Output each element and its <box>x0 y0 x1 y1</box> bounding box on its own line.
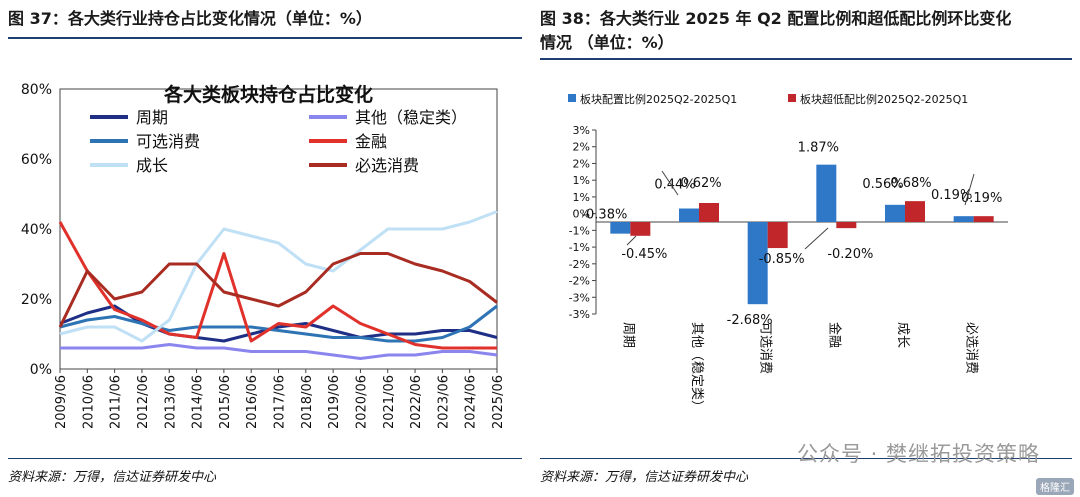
y-tick-label: 20% <box>21 292 52 308</box>
legend-label: 成长 <box>136 156 168 175</box>
data-label: 1.87% <box>798 141 839 156</box>
x-tick-label: 2011/06 <box>109 375 124 429</box>
legend-label: 板块配置比例2025Q2-2025Q1 <box>580 92 737 106</box>
y-tick-label: 0% <box>573 208 590 221</box>
y-tick-label: 2% <box>573 157 590 170</box>
category-label: 周期 <box>620 322 635 348</box>
watermark-text: 公众号 · 樊继拓投资策略 <box>796 442 1040 466</box>
legend-label: 金融 <box>355 132 387 151</box>
bar <box>816 164 837 222</box>
bar <box>679 208 699 222</box>
y-tick-label: 40% <box>21 222 52 238</box>
line-chart: 0% 20% 40% 60% 80% 2009/06 2010/06 2011/06 2012/… <box>21 82 506 429</box>
left-source-rule <box>8 458 522 459</box>
series-line-5 <box>59 210 498 343</box>
x-tick-label: 2018/06 <box>300 375 315 429</box>
x-tick-label: 2025/06 <box>491 375 506 429</box>
data-label: -0.38% <box>581 208 627 223</box>
x-tick-label: 2016/06 <box>245 375 260 429</box>
series-line-4 <box>58 221 497 350</box>
x-tick-label: 2019/06 <box>327 375 342 429</box>
legend-swatch <box>568 94 576 102</box>
x-tick-label: 2009/06 <box>54 375 69 429</box>
x-tick-label: 2015/06 <box>218 375 233 429</box>
x-tick-label: 2020/06 <box>354 375 369 429</box>
legend-label: 其他（稳定类） <box>355 108 467 127</box>
right-source-text: 资料来源：万得，信达证券研发中心 <box>540 470 749 485</box>
bar-chart-panel: 3% 2% 2% 1% 1% 0% -1% -1% -2% -2% -3% -3% 板块配置比例2025… <box>540 62 1070 456</box>
y-tick-label: 60% <box>21 152 52 168</box>
right-title-rule <box>540 58 1072 60</box>
data-label: -0.45% <box>621 247 667 262</box>
y-tick-label: 2% <box>573 141 590 154</box>
y-tick-label: -3% <box>569 291 590 304</box>
legend-label: 可选消费 <box>136 132 200 151</box>
bar <box>973 216 994 222</box>
bar <box>630 222 651 236</box>
x-tick-label: 2017/06 <box>273 375 288 429</box>
y-tick-label: 0% <box>30 362 52 378</box>
corner-badge: 格隆汇 <box>1036 478 1074 495</box>
bar <box>747 222 768 305</box>
bar <box>905 201 925 222</box>
x-tick-label: 2012/06 <box>136 375 151 429</box>
bar <box>699 202 719 222</box>
bar <box>885 204 905 222</box>
category-label: 其他（稳定类） <box>689 322 705 413</box>
series-line-2 <box>60 343 498 360</box>
x-tick-label: 2021/06 <box>382 375 397 429</box>
category-label: 金融 <box>826 322 842 348</box>
leader-line <box>804 227 829 250</box>
legend-swatch <box>788 94 796 102</box>
y-tick-label: -2% <box>569 275 590 288</box>
data-label: -0.85% <box>759 252 805 267</box>
leader-line <box>964 173 975 206</box>
x-tick-label: 2024/06 <box>464 375 479 429</box>
x-tick-label: 2014/06 <box>191 375 206 429</box>
line-chart-panel: 0% 20% 40% 60% 80% 2009/06 2010/06 2011/06 2012/… <box>0 40 530 459</box>
data-label: 0.62% <box>680 176 721 191</box>
x-tick-label: 2010/06 <box>81 375 96 429</box>
category-label: 必选消费 <box>964 322 979 374</box>
leader-line <box>626 235 637 246</box>
series-line-3 <box>59 304 498 343</box>
bar <box>953 216 974 222</box>
category-label: 成长 <box>895 322 910 348</box>
y-tick-label: -3% <box>569 308 590 321</box>
bar <box>610 222 631 234</box>
x-tick-label: 2013/06 <box>163 375 178 429</box>
y-tick-label: 3% <box>573 124 590 137</box>
legend-label: 必选消费 <box>355 156 419 175</box>
data-label: 0.68% <box>890 176 931 191</box>
y-tick-label: 80% <box>21 82 52 98</box>
left-figure-title: 图 37：各大类行业持仓占比变化情况（单位：%） <box>8 9 372 28</box>
y-tick-label: -1% <box>569 241 590 254</box>
category-label: 可选消费 <box>758 322 773 374</box>
right-figure-title-line1: 图 38：各大类行业 2025 年 Q2 配置比例和超低配比例环比变化 <box>540 9 1012 28</box>
leader-line <box>661 170 679 196</box>
left-title-rule <box>8 37 522 39</box>
bar <box>836 222 857 229</box>
chart-title: 各大类板块持仓占比变化 <box>163 83 373 106</box>
data-label: 0.44% <box>654 178 695 193</box>
bar <box>767 222 788 249</box>
right-source-rule <box>540 458 1072 459</box>
left-source-text: 资料来源：万得，信达证券研发中心 <box>8 470 217 485</box>
legend-label: 周期 <box>136 108 168 127</box>
bar-chart: 3% 2% 2% 1% 1% 0% -1% -1% -2% -2% -3% -3% 板块配置比例2025… <box>568 92 1008 413</box>
x-tick-label: 2023/06 <box>436 375 451 429</box>
y-tick-label: 1% <box>573 191 590 204</box>
y-tick-label: -2% <box>569 258 590 271</box>
data-label: 0.19% <box>961 191 1002 206</box>
y-tick-label: -1% <box>569 224 590 237</box>
right-figure-title-line2: 情况 （单位：%） <box>540 33 674 52</box>
legend-label: 板块超低配比例2025Q2-2025Q1 <box>800 92 968 106</box>
series-line-6 <box>58 252 498 328</box>
x-tick-label: 2022/06 <box>409 375 424 429</box>
data-label: 0.19% <box>931 188 972 203</box>
y-tick-label: 1% <box>573 174 590 187</box>
data-label: -0.20% <box>827 247 873 262</box>
data-label: -2.68% <box>727 313 773 328</box>
data-label: 0.56% <box>862 177 903 192</box>
